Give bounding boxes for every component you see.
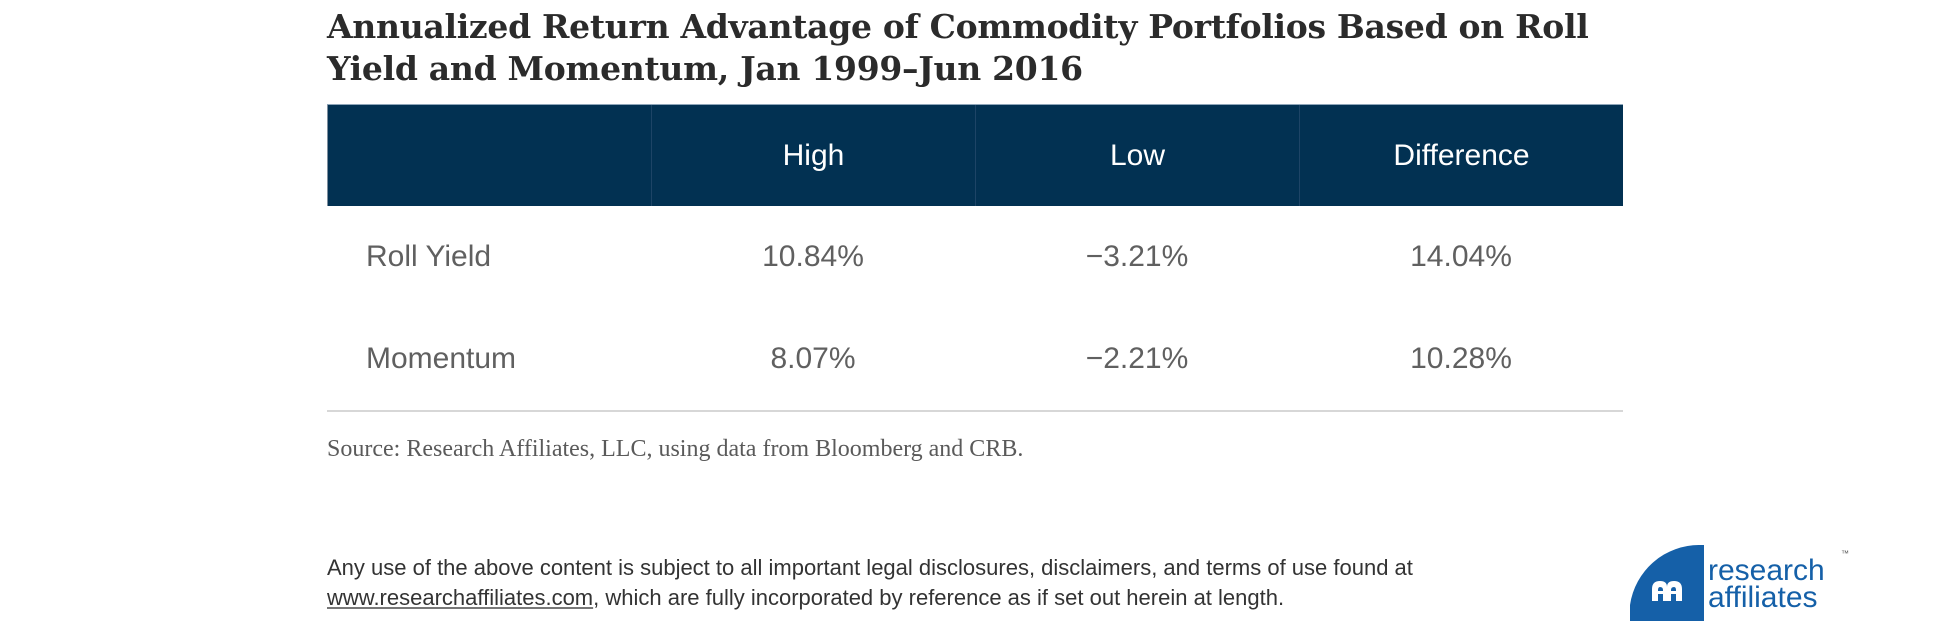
cell-difference: 10.28%: [1410, 342, 1512, 375]
cell-high: 10.84%: [762, 240, 864, 273]
returns-table: High Low Difference Roll Yield 10.84% −3…: [327, 104, 1623, 412]
table-row-momentum: Momentum 8.07% −2.21% 10.28%: [327, 308, 1623, 410]
table-title: Annualized Return Advantage of Commodity…: [327, 7, 1589, 88]
table-row-roll-yield: Roll Yield 10.84% −3.21% 14.04%: [327, 206, 1623, 308]
logo-quarter-circle-icon: [1630, 545, 1704, 621]
logo-wordmark: research affiliates ™: [1708, 549, 1849, 614]
row-label: Momentum: [366, 342, 517, 375]
cell-difference: 14.04%: [1410, 240, 1512, 273]
header-cell-difference: Difference: [1299, 105, 1623, 206]
logo-text-research: research: [1708, 554, 1825, 587]
trademark-symbol: ™: [1841, 549, 1849, 558]
website-link[interactable]: www.researchaffiliates.com: [327, 585, 594, 610]
cell-high: 8.07%: [770, 342, 856, 375]
row-label: Roll Yield: [366, 240, 492, 273]
legal-disclaimer: Any use of the above content is subject …: [327, 553, 1527, 613]
research-affiliates-logo: research affiliates ™: [1630, 545, 1880, 621]
header-cell-empty: [327, 105, 651, 206]
table-bottom-rule: [327, 410, 1623, 412]
cell-low: −3.21%: [1085, 240, 1189, 273]
table-header-row: High Low Difference: [327, 104, 1623, 206]
header-cell-high: High: [651, 105, 975, 206]
header-cell-low: Low: [975, 105, 1299, 206]
logo-text-affiliates: affiliates: [1708, 581, 1818, 614]
disclaimer-line2: , which are fully incorporated by refere…: [593, 585, 1285, 610]
source-note: Source: Research Affiliates, LLC, using …: [327, 436, 1024, 462]
disclaimer-line1: Any use of the above content is subject …: [327, 555, 1413, 580]
cell-low: −2.21%: [1085, 342, 1189, 375]
